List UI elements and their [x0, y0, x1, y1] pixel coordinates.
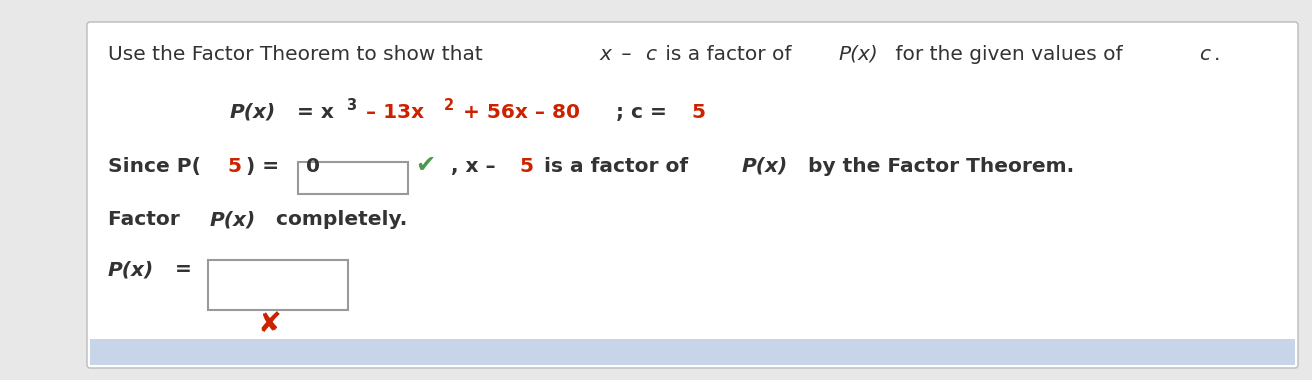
Bar: [207, 260, 348, 310]
Text: x: x: [600, 45, 611, 64]
Text: =: =: [168, 260, 198, 279]
Text: for the given values of: for the given values of: [890, 45, 1130, 64]
Text: 5: 5: [691, 103, 705, 122]
Text: 3: 3: [346, 98, 357, 113]
Text: completely.: completely.: [269, 210, 408, 229]
Text: ✔: ✔: [416, 153, 436, 177]
Text: Factor: Factor: [108, 210, 186, 229]
Text: 0: 0: [306, 157, 320, 176]
Text: 5: 5: [228, 157, 241, 176]
Bar: [298, 162, 408, 194]
Text: 5: 5: [520, 157, 533, 176]
Text: ✘: ✘: [257, 310, 281, 338]
Bar: [91, 339, 1295, 365]
Text: P(x): P(x): [741, 157, 787, 176]
FancyBboxPatch shape: [87, 22, 1298, 368]
Text: ) =: ) =: [245, 157, 286, 176]
Text: ; c =: ; c =: [617, 103, 674, 122]
Text: is a factor of: is a factor of: [659, 45, 798, 64]
Text: = x: = x: [290, 103, 333, 122]
Text: P(x): P(x): [108, 260, 155, 279]
Text: .: .: [1214, 45, 1220, 64]
Text: by the Factor Theorem.: by the Factor Theorem.: [802, 157, 1075, 176]
Text: c: c: [644, 45, 656, 64]
Text: , x –: , x –: [443, 157, 502, 176]
Text: – 13x: – 13x: [359, 103, 425, 122]
Text: P(x): P(x): [210, 210, 256, 229]
Text: + 56x – 80: + 56x – 80: [457, 103, 580, 122]
Text: –: –: [615, 45, 638, 64]
Text: P(x): P(x): [230, 103, 277, 122]
Text: c: c: [1199, 45, 1210, 64]
Text: Since P(: Since P(: [108, 157, 201, 176]
Text: 2: 2: [443, 98, 454, 113]
Text: is a factor of: is a factor of: [538, 157, 695, 176]
Text: Use the Factor Theorem to show that: Use the Factor Theorem to show that: [108, 45, 489, 64]
Text: P(x): P(x): [838, 45, 878, 64]
